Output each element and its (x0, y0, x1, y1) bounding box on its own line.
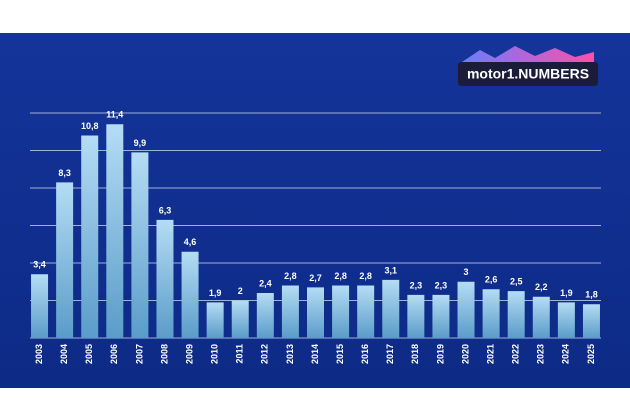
bar (131, 152, 149, 338)
x-tick-label: 2020 (460, 344, 470, 364)
x-tick-label: 2023 (536, 344, 546, 364)
x-tick-label: 2016 (360, 344, 370, 364)
value-label: 3,4 (33, 260, 46, 270)
logo-mountains (462, 46, 594, 62)
logo: motor1.NUMBERS (467, 66, 589, 82)
bar (106, 124, 124, 338)
bar (457, 281, 475, 338)
x-tick-label: 2011 (235, 344, 245, 364)
value-label: 4,6 (184, 237, 197, 247)
value-label: 2,5 (510, 277, 523, 287)
logo-box (458, 62, 598, 86)
x-tick-label: 2022 (511, 344, 521, 364)
value-label: 1,9 (209, 288, 222, 298)
x-tick-label: 2025 (586, 344, 596, 364)
value-label: 2,2 (535, 282, 548, 292)
bar (582, 304, 600, 338)
bar (81, 135, 99, 338)
value-label: 10,8 (81, 121, 99, 131)
x-tick-label: 2012 (260, 344, 270, 364)
value-label: 8,3 (58, 168, 71, 178)
x-tick-label: 2015 (335, 344, 345, 364)
bar (206, 302, 224, 338)
x-tick-label: 2009 (184, 344, 194, 364)
value-label: 2,3 (435, 280, 448, 290)
value-label: 2,8 (284, 271, 297, 281)
bar (557, 302, 575, 338)
value-label: 2 (238, 286, 243, 296)
x-tick-label: 2021 (485, 344, 495, 364)
x-tick-label: 2004 (59, 344, 69, 364)
x-tick-label: 2018 (410, 344, 420, 364)
value-label: 2,8 (359, 271, 372, 281)
bar (256, 293, 274, 338)
value-label: 2,3 (410, 280, 423, 290)
x-tick-label: 2010 (210, 344, 220, 364)
value-label: 1,8 (585, 290, 598, 300)
value-label: 11,4 (106, 110, 123, 120)
x-tick-label: 2019 (435, 344, 445, 364)
value-label: 2,4 (259, 278, 272, 288)
bar (56, 182, 74, 338)
x-tick-label: 2013 (285, 344, 295, 364)
value-label: 1,9 (560, 288, 573, 298)
bar (181, 251, 199, 338)
bar (332, 285, 350, 338)
bar (31, 274, 49, 338)
value-label: 3,1 (385, 265, 398, 275)
value-label: 2,6 (485, 275, 498, 285)
value-label: 2,8 (334, 271, 347, 281)
x-tick-label: 2008 (159, 344, 169, 364)
bar (482, 289, 500, 338)
bar (382, 279, 400, 338)
bar (407, 294, 425, 338)
x-tick-label: 2003 (34, 344, 44, 364)
bar (156, 219, 174, 338)
value-label: 3 (464, 267, 469, 277)
bar (231, 300, 249, 338)
value-label: 2,7 (309, 273, 322, 283)
x-tick-label: 2024 (561, 344, 571, 364)
x-tick-label: 2005 (84, 344, 94, 364)
x-tick-label: 2007 (134, 344, 144, 364)
bar (307, 287, 324, 338)
value-label: 6,3 (159, 205, 172, 215)
bar (281, 285, 299, 338)
x-tick-label: 2014 (310, 344, 320, 364)
x-tick-label: 2006 (109, 344, 119, 364)
bar (507, 291, 525, 338)
x-tick-label: 2017 (385, 344, 395, 364)
bar (357, 285, 375, 338)
bar (432, 294, 450, 338)
value-label: 9,9 (134, 138, 147, 148)
bar (532, 296, 550, 338)
